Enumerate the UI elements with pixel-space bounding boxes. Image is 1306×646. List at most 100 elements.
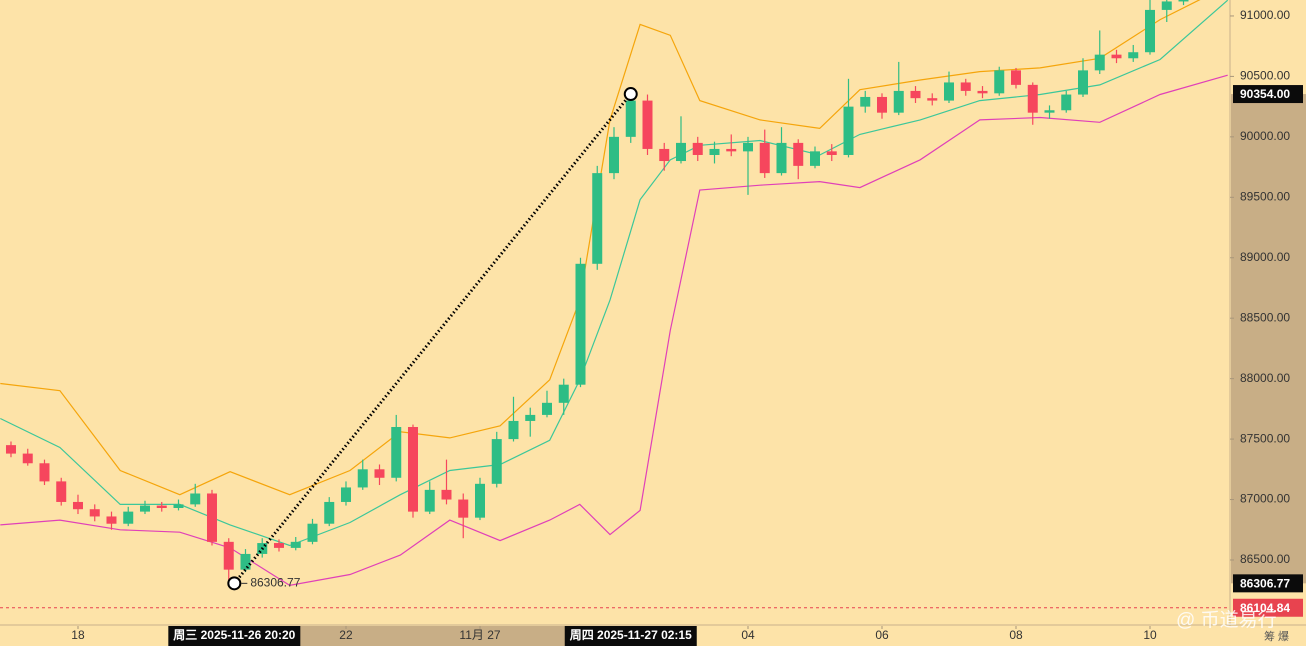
y-tick-label: 90500.00 [1240, 69, 1290, 83]
band-line [0, 0, 1229, 547]
candle-body [424, 489, 435, 512]
candle-body [374, 469, 385, 478]
candle-body [910, 90, 921, 99]
candle-body [89, 509, 100, 517]
candle-body [106, 516, 117, 524]
candle-body [441, 489, 452, 500]
candle-body [592, 173, 603, 264]
candle-body [809, 151, 820, 166]
candle-body [1178, 0, 1189, 2]
candle-body [290, 541, 301, 548]
price-range-highlight [1231, 94, 1306, 584]
candle-body [675, 142, 686, 162]
candle-body [625, 100, 636, 137]
candle-body [876, 96, 887, 113]
time-range-highlight [234, 626, 631, 646]
x-tick-label: 11月 27 [459, 628, 500, 642]
candle-body [1010, 70, 1021, 85]
y-tick-label: 88000.00 [1240, 371, 1290, 385]
y-tick-label: 87500.00 [1240, 431, 1290, 445]
candle-body [742, 142, 753, 152]
candle-body [927, 98, 938, 101]
candle-body [1027, 84, 1038, 113]
y-tick-label: 86500.00 [1240, 552, 1290, 566]
candle-body [1094, 54, 1105, 71]
candle-body [860, 96, 871, 107]
candle-body [709, 148, 720, 155]
x-tick-label: 04 [741, 628, 755, 642]
candle-body [474, 483, 485, 518]
measure-end [623, 87, 638, 102]
y-tick-label: 87000.00 [1240, 492, 1290, 506]
candle-body [156, 505, 167, 508]
candle-body [776, 142, 787, 174]
x-tick-label: 06 [875, 628, 889, 642]
price-badge [1233, 574, 1303, 593]
candle-body [843, 106, 854, 155]
candle-body [893, 90, 904, 113]
time-marker [168, 626, 301, 646]
time-marker-label: 周三 2025-11-26 20:20 [173, 628, 295, 642]
candle-body [1044, 110, 1055, 113]
candle-body [56, 481, 67, 502]
candle-body [1078, 70, 1089, 95]
candle-body [1061, 94, 1072, 111]
candle-body [994, 70, 1005, 94]
y-tick-label: 90000.00 [1240, 129, 1290, 143]
y-tick-label: 88500.00 [1240, 310, 1290, 324]
candle-body [1161, 1, 1172, 10]
candle-body [793, 142, 804, 166]
y-tick-label: 89500.00 [1240, 189, 1290, 203]
candle-body [173, 504, 184, 508]
candle-body [391, 426, 402, 478]
candle-body [659, 148, 670, 162]
time-marker [564, 626, 697, 646]
candle-body [525, 414, 536, 421]
candle-body [240, 553, 251, 570]
candle-body [726, 148, 737, 152]
candle-body [541, 402, 552, 415]
candle-body [139, 505, 150, 512]
candle-body [357, 469, 368, 488]
candle-body [692, 142, 703, 155]
x-tick-label: 22 [339, 628, 353, 642]
x-tick-label: 08 [1009, 628, 1023, 642]
candle-body [759, 142, 770, 174]
price-badge-label: 86104.84 [1240, 601, 1290, 615]
price-badge [1233, 598, 1303, 617]
x-tick-label: 10 [1143, 628, 1157, 642]
candle-body [458, 499, 469, 518]
measure-start [227, 576, 242, 591]
candle-body [608, 136, 619, 174]
x-tick-label: 18 [71, 628, 85, 642]
candle-body [324, 501, 335, 524]
candle-body [206, 493, 217, 542]
candle-body [491, 439, 502, 484]
candle-body [22, 453, 33, 464]
candle-body [508, 420, 519, 440]
candle-body [223, 541, 234, 570]
y-tick-label: 89000.00 [1240, 250, 1290, 264]
candle-body [575, 263, 586, 385]
candle-body [123, 511, 134, 524]
candle-body [1145, 9, 1156, 53]
corner-text: 筹 爆 [1264, 629, 1289, 643]
candle-body [943, 82, 954, 101]
candle-body [5, 445, 16, 454]
price-badge-label: 90354.00 [1240, 87, 1290, 101]
candle-body [273, 543, 284, 548]
candle-body [960, 82, 971, 91]
price-badge [1233, 85, 1303, 104]
measure-label: 86306.77 [250, 576, 300, 590]
candle-body [307, 523, 318, 542]
candle-body [642, 100, 653, 149]
candle-body [977, 90, 988, 94]
candle-body [826, 151, 837, 155]
candle-body [1128, 52, 1139, 59]
price-badge-label: 86306.77 [1240, 577, 1290, 591]
measure-line [233, 93, 632, 585]
candle-body [1111, 54, 1122, 59]
candle-body [558, 384, 569, 403]
candle-body [72, 501, 83, 510]
